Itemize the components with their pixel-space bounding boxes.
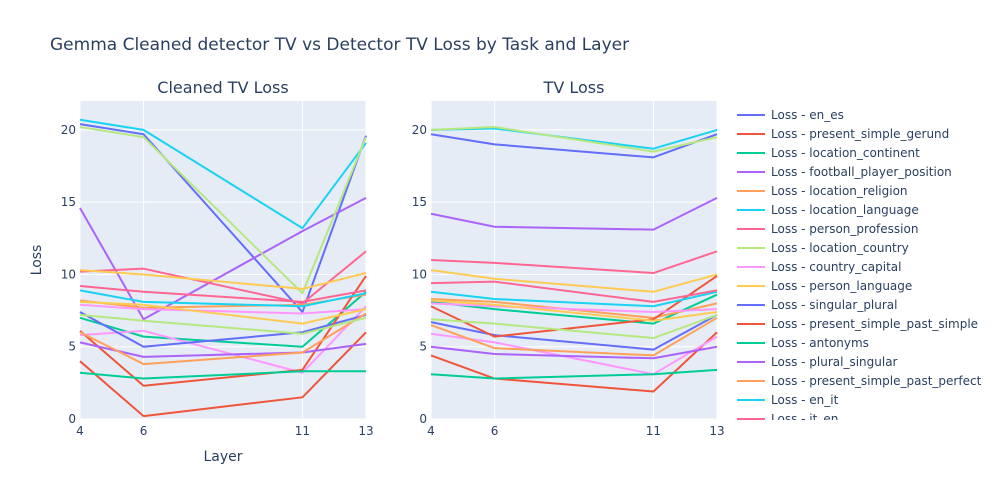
series-line[interactable] [430,316,718,357]
series-line[interactable] [79,341,367,358]
legend-item[interactable]: Loss - person_language [737,279,912,293]
legend-label: Loss - present_simple_past_simple [771,317,978,331]
legend-label: Loss - en_es [771,108,844,122]
legend-item[interactable]: Loss - location_language [737,203,919,217]
x-tick-label: 11 [646,424,661,438]
series-line[interactable] [79,291,367,348]
legend-item[interactable]: Loss - location_religion [737,184,908,198]
legend-item[interactable]: Loss - present_simple_past_simple [737,317,978,331]
series-line[interactable] [79,126,367,295]
plot-background [80,101,366,419]
legend-label: Loss - location_language [771,203,919,217]
y-tick-label: 0 [419,412,427,426]
series-line[interactable] [430,313,718,340]
legend-label: Loss - location_religion [771,184,908,198]
series-line[interactable] [79,289,367,308]
legend-label: Loss - person_language [771,279,912,293]
series-line[interactable] [430,332,718,376]
series-line[interactable] [79,370,366,380]
x-tick-label: 4 [76,424,84,438]
subplot-cleaned-tv-loss: 0 5 10 15 20 4 6 11 13 Cleaned TV Loss [61,78,374,438]
legend-label: Loss - location_continent [771,146,920,160]
series-line[interactable] [430,280,718,303]
legend-item[interactable]: Loss - person_profession [737,222,918,236]
y-tick-label: 5 [419,340,427,354]
legend-item[interactable]: Loss - location_country [737,241,909,255]
series-line[interactable] [430,345,718,360]
series-line[interactable] [430,299,718,322]
legend-label: Loss - singular_plural [771,298,898,312]
series-line[interactable] [79,303,367,315]
series-line[interactable] [430,250,718,275]
subplot-title: TV Loss [543,78,605,97]
series-line[interactable] [430,126,718,153]
chart-title: Gemma Cleaned detector TV vs Detector TV… [50,35,629,55]
x-tick-label: 6 [140,424,148,438]
series-line[interactable] [79,313,367,335]
series-line[interactable] [430,269,718,293]
x-tick-label: 4 [427,424,435,438]
subplot-tv-loss: 0 5 10 15 20 4 6 11 13 TV Loss [412,78,725,438]
legend-label: Loss - person_profession [771,222,918,236]
legend-label: Loss - present_simple_past_perfect [771,374,982,388]
series-line[interactable] [79,331,367,418]
x-tick-label: 13 [709,424,724,438]
legend-item[interactable]: Loss - present_simple_gerund [737,127,949,141]
y-tick-label: 10 [61,267,76,281]
series-line[interactable] [79,269,367,290]
series-line[interactable] [430,133,718,159]
legend-items: Loss - en_es Loss - present_simple_gerund… [737,108,982,426]
x-axis-title: Layer [203,449,242,465]
y-tick-label: 5 [68,340,76,354]
series-line[interactable] [79,300,367,325]
legend-item[interactable]: Loss - football_player_position [737,165,952,179]
legend-label: Loss - country_capital [771,260,901,274]
legend-label: Loss - it_en [771,412,838,426]
y-tick-label: 15 [61,195,76,209]
y-tick-label: 20 [61,123,76,137]
legend-label: Loss - present_simple_gerund [771,127,949,141]
series-line[interactable] [430,302,718,314]
series-line[interactable] [79,118,367,230]
series-line[interactable] [79,275,367,387]
legend-label: Loss - plural_singular [771,355,898,369]
legend-label: Loss - antonyms [771,336,869,350]
series-line[interactable] [430,331,718,393]
legend-item[interactable]: Loss - it_en [737,412,838,426]
legend-item[interactable]: Loss - country_capital [737,260,901,274]
series-line[interactable] [79,305,367,374]
series-line[interactable] [430,290,718,308]
legend-item[interactable]: Loss - en_it [737,393,839,407]
legend-label: Loss - football_player_position [771,165,952,179]
legend-item[interactable]: Loss - en_es [737,108,844,122]
x-tick-label: 13 [358,424,373,438]
legend-item[interactable]: Loss - singular_plural [737,298,898,312]
legend-label: Loss - location_country [771,241,909,255]
series-line[interactable] [79,312,367,366]
legend-label: Loss - en_it [771,393,839,407]
plot-background [431,101,717,419]
y-axis-title: Loss [29,245,45,276]
legend[interactable]: Loss - en_es Loss - present_simple_gerund… [737,108,982,426]
series-line[interactable] [430,196,718,231]
series-line[interactable] [430,314,718,351]
legend-item[interactable]: Loss - location_continent [737,146,920,160]
x-tick-label: 6 [491,424,499,438]
y-tick-label: 20 [412,123,427,137]
legend-item[interactable]: Loss - antonyms [737,336,869,350]
legend-item[interactable]: Loss - present_simple_past_perfect [737,374,982,388]
x-tick-label: 11 [295,424,310,438]
y-tick-label: 0 [68,412,76,426]
y-tick-label: 10 [412,267,427,281]
series-line[interactable] [79,123,367,314]
series-line[interactable] [79,285,367,303]
legend-item[interactable]: Loss - plural_singular [737,355,898,369]
series-line[interactable] [79,250,367,305]
series-line[interactable] [430,368,718,380]
subplot-title: Cleaned TV Loss [157,78,288,97]
y-tick-label: 15 [412,195,427,209]
